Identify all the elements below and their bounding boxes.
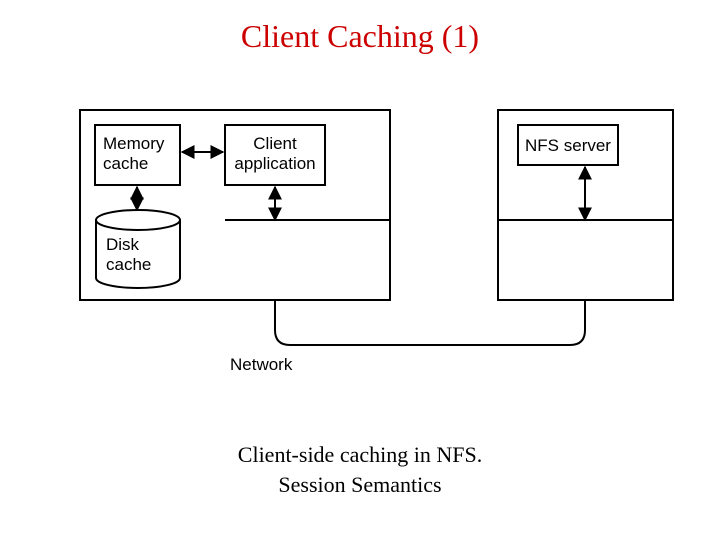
network-connection <box>275 300 585 345</box>
network-label: Network <box>230 355 293 374</box>
memory-cache-label-2: cache <box>103 154 148 173</box>
client-application-label-2: application <box>234 154 315 173</box>
caption-line-2: Session Semantics <box>0 470 720 500</box>
caption-line-1: Client-side caching in NFS. <box>0 440 720 470</box>
slide-caption: Client-side caching in NFS. Session Sema… <box>0 440 720 499</box>
nfs-server-label: NFS server <box>525 136 611 155</box>
diagram: MemorycacheClientapplicationNFS serverDi… <box>0 0 720 420</box>
disk-cache-label-1: Disk <box>106 235 140 254</box>
disk-cache-label-2: cache <box>106 255 151 274</box>
disk-cache-cylinder-top <box>96 210 180 230</box>
client-application-label-1: Client <box>253 134 297 153</box>
memory-cache-label-1: Memory <box>103 134 165 153</box>
